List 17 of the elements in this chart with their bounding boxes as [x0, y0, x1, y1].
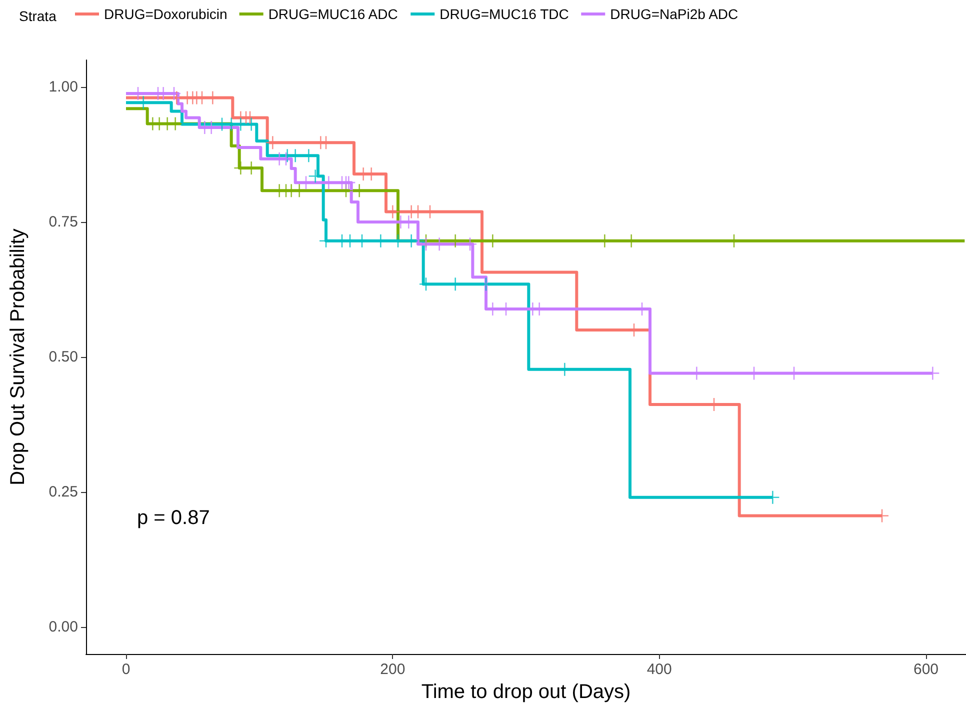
y-tick-label: 0.00	[48, 618, 78, 636]
y-tick-label: 0.75	[48, 214, 78, 230]
legend-title: Strata	[19, 8, 57, 24]
x-tick-label: 0	[122, 661, 130, 678]
x-axis-title: Time to drop out (Days)	[421, 681, 631, 703]
x-tick-label: 200	[380, 661, 406, 678]
y-tick-label: 0.50	[48, 348, 78, 366]
y-tick-label: 1.00	[48, 78, 78, 96]
legend-label: DRUG=Doxorubicin	[104, 6, 228, 22]
annotation: p = 0.87	[137, 507, 210, 529]
y-axis-title: Drop Out Survival Probability	[7, 228, 29, 486]
legend-label: DRUG=MUC16 TDC	[440, 6, 569, 22]
legend-label: DRUG=NaPi2b ADC	[610, 6, 738, 22]
x-tick-label: 600	[913, 661, 939, 678]
x-tick-label: 400	[646, 661, 672, 678]
y-tick-label: 0.25	[48, 484, 78, 500]
legend-label: DRUG=MUC16 ADC	[268, 6, 398, 22]
